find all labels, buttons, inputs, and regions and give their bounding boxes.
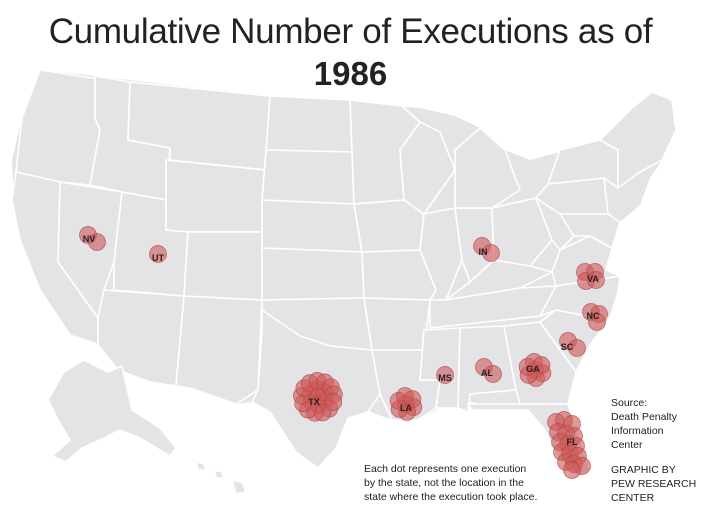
state-nm [175, 295, 263, 405]
state-label-nv: NV [83, 234, 96, 244]
note-line: Each dot represents one execution [364, 463, 527, 475]
source-name-line: Center [611, 439, 643, 451]
state-nd [265, 95, 353, 153]
map-year: 1986 [313, 55, 388, 92]
dot-explanation-note: Each dot represents one execution by the… [364, 462, 574, 504]
state-ak [47, 359, 177, 463]
state-label-nc: NC [587, 311, 600, 321]
map-title: Cumulative Number of Executions as of [48, 12, 653, 51]
execution-dot-la [403, 390, 422, 408]
execution-dot-ga [532, 356, 551, 374]
state-label-fl: FL [567, 437, 578, 447]
state-wa-or [15, 69, 106, 186]
state-labels: NV UT IN VA NC SC MS AL GA TX LA FL [83, 234, 600, 447]
execution-dots [79, 226, 608, 479]
credit-line: GRAPHIC BY [611, 464, 676, 476]
state-ia [353, 199, 425, 253]
state-new-england [599, 91, 677, 189]
state-shapes [11, 69, 677, 495]
execution-dot-tx [324, 393, 343, 411]
execution-dot-ms [436, 366, 454, 384]
state-label-ut: UT [152, 253, 164, 263]
execution-dot-al [484, 365, 502, 383]
execution-dot-in [482, 244, 500, 262]
state-label-ms: MS [438, 373, 452, 383]
state-ny [547, 139, 619, 189]
state-label-la: LA [400, 403, 412, 413]
state-label-ga: GA [526, 364, 540, 374]
execution-dot-sc [568, 339, 586, 357]
state-label-va: VA [587, 274, 599, 284]
execution-dot-va [587, 271, 605, 289]
state-label-sc: SC [561, 342, 574, 352]
state-sd [261, 149, 355, 205]
credit-line: CENTER [611, 492, 655, 504]
credit-line: PEW RESEARCH [611, 478, 697, 490]
source-name-line: Information [611, 425, 664, 437]
state-wy [165, 159, 267, 233]
execution-dot-ut [149, 245, 167, 263]
state-hi-1 [195, 461, 207, 471]
source-credit: Source: Death Penalty Information Center… [611, 396, 699, 505]
state-label-al: AL [481, 368, 493, 378]
source-name-line: Death Penalty [611, 411, 677, 423]
state-co [183, 231, 263, 301]
note-line: state where the execution took place. [364, 491, 538, 503]
state-ne [261, 199, 363, 253]
state-ks [261, 247, 365, 301]
state-hi-2 [213, 469, 225, 479]
execution-dot-fl [563, 461, 581, 479]
state-mi [454, 127, 521, 209]
state-md-de-nj [559, 213, 621, 249]
state-label-tx: TX [308, 397, 320, 407]
spacer [611, 452, 699, 463]
state-hi-3 [231, 479, 247, 495]
execution-dot-nv [88, 233, 106, 251]
state-label-in: IN [479, 247, 488, 257]
execution-dot-nc [588, 313, 606, 331]
source-label: Source: [611, 397, 648, 409]
note-line: by the state, not the location in the [364, 477, 524, 489]
state-ar [363, 297, 431, 351]
